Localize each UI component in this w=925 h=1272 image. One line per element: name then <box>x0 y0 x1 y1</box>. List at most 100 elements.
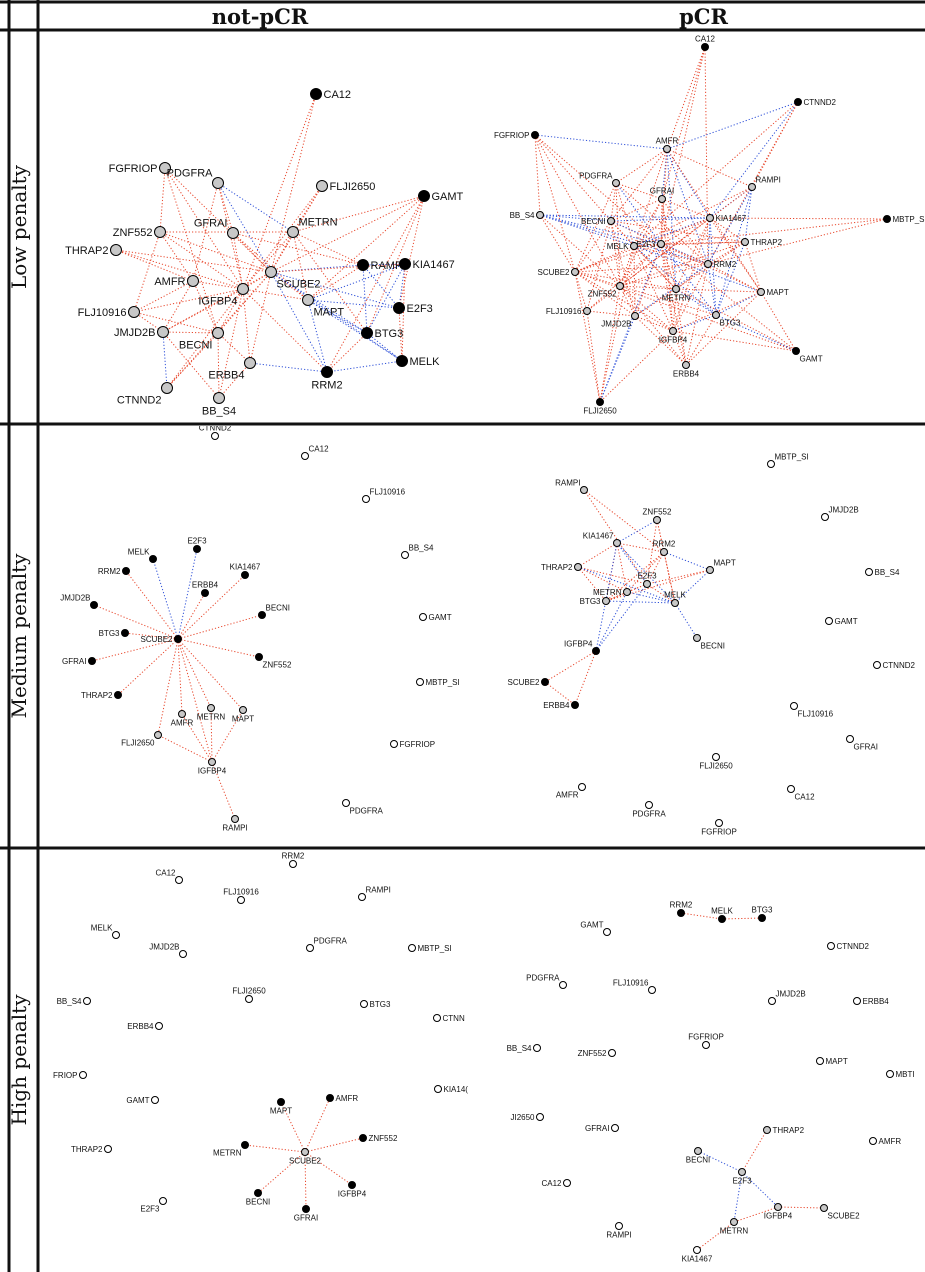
network-edge-gamt-metrn <box>292 195 425 233</box>
gene-node-flj10916 <box>362 495 370 503</box>
gene-node-ca12 <box>563 1179 571 1187</box>
network-edge-scube2-flj10916 <box>574 271 588 312</box>
gene-node-melk <box>396 355 408 367</box>
network-edge-jmjd2b-igfbp4 <box>634 315 674 332</box>
gene-node-label: JMJD2B <box>829 506 859 515</box>
gene-node-znf552 <box>359 1134 367 1142</box>
network-edge-becni-jmjd2b <box>610 220 636 317</box>
gene-node-label: GFRAI <box>294 1214 318 1223</box>
gene-node-label: FLJI2650 <box>583 407 617 416</box>
gene-node-label: SCUBE2 <box>507 678 540 687</box>
network-edge-becni-scube2 <box>574 220 612 273</box>
gene-node-label: ERBB4 <box>192 581 219 590</box>
network-edge-scube2-jmjd2b <box>162 271 272 333</box>
network-graph: CA12 CTNND2 FGFRIOP AMFR PDGFRA RAMPI GFRAI MBT… <box>494 35 925 416</box>
gene-node-metrn <box>207 704 215 712</box>
network-edge-e2f3-igfbp4 <box>741 1171 779 1208</box>
gene-node-label: THRAP2 <box>751 238 783 247</box>
network-edge-thrap2-scube2 <box>115 249 272 273</box>
gene-node-label: JMJD2B <box>776 990 806 999</box>
network-edge-igfbp4-flj10916 <box>133 288 244 313</box>
network-edge-pdgfra-metrn <box>217 182 294 233</box>
network-edge-gamt-mapt <box>307 195 425 301</box>
gene-node-mbtp_si <box>886 1070 894 1078</box>
network-edge-kia1467-igfbp4 <box>672 217 711 332</box>
network-edge-e2f3-thrap2 <box>660 241 746 245</box>
gene-node-label: RRM2 <box>670 901 693 910</box>
gene-node-scube2 <box>174 635 182 643</box>
gene-node-metrn <box>287 226 299 238</box>
gene-node-erbb4 <box>682 361 690 369</box>
network-edge-kia1467-metrn <box>616 542 628 593</box>
gene-node-label: AMFR <box>154 276 185 288</box>
network-edge-pdgfra-amfr <box>192 182 219 282</box>
gene-node-label: RAMPI <box>555 479 580 488</box>
network-edge-mbtp_si-rrm2 <box>707 218 888 265</box>
gene-node-label: MELK <box>607 242 629 251</box>
network-edge-bb_s4-rrm2 <box>539 214 709 265</box>
gene-node-kia1467 <box>706 214 714 222</box>
gene-node-label: MBTP_SI <box>426 678 460 687</box>
network-edge-fgfriop-becni <box>164 167 219 334</box>
network-edge-jmjd2b-erbb4 <box>634 315 687 366</box>
gene-node-becni <box>254 1189 262 1197</box>
network-edge-scube2-metrn <box>574 271 677 290</box>
gene-node-becni <box>693 634 701 642</box>
gene-node-label: KIA1467 <box>682 1255 713 1264</box>
gene-node-becni <box>694 1147 702 1155</box>
network-edge-bb_s4-scube2 <box>539 214 576 273</box>
gene-node-label: ZNF552 <box>263 661 292 670</box>
network-edge-melk-btg3 <box>605 600 676 604</box>
gene-node-mbtp_si <box>767 460 775 468</box>
gene-node-amfr <box>178 710 186 718</box>
gene-node-scube2 <box>820 1204 828 1212</box>
network-edge-thrap2-melk <box>577 566 676 604</box>
network-edge-amfr-jmjd2b <box>162 280 194 333</box>
gene-node-flji2650 <box>316 180 328 192</box>
gene-node-jmjd2b <box>179 950 187 958</box>
network-edge-metrn-igfbp4 <box>672 288 677 332</box>
network-edge-becni-kia1467 <box>610 217 711 222</box>
gene-node-label: METRN <box>593 588 622 597</box>
gene-node-label: GAMT <box>429 613 452 622</box>
network-edge-thrap2-amfr <box>115 249 194 282</box>
network-edge-metrn-mapt <box>292 231 309 301</box>
network-edge-scube2-gfrai <box>91 638 179 662</box>
row-header-medium-penalty: Medium penalty <box>0 424 38 848</box>
network-edge-metrn-gamt <box>675 288 797 352</box>
gene-node-label: RAMPI <box>606 1231 631 1240</box>
gene-node-label: ERBB4 <box>543 701 570 710</box>
gene-node-label: IGFBP4 <box>764 1212 793 1221</box>
gene-node-znf552 <box>608 1049 616 1057</box>
gene-node-label: ERBB4 <box>863 997 890 1006</box>
network-edge-amfr-igfbp4 <box>192 280 244 290</box>
network-edge-rampi-rrm2 <box>583 489 665 553</box>
gene-node-becni <box>258 611 266 619</box>
gene-node-label: MBTI <box>896 1070 915 1079</box>
gene-node-jmjd2b <box>768 997 776 1005</box>
gene-node-thrap2 <box>110 244 122 256</box>
gene-node-flj10916 <box>128 306 140 318</box>
network-edge-metrn-rampi <box>292 231 364 266</box>
network-edge-scube2-amfr <box>304 1097 331 1153</box>
gene-node-rampi <box>358 893 366 901</box>
gene-node-pdgfra <box>306 944 314 952</box>
network-edge-pdgfra-rrm2 <box>615 182 709 265</box>
gene-node-fgfriop <box>531 131 539 139</box>
network-edge-thrap2-e2f3 <box>741 1129 768 1173</box>
gene-node-melk <box>149 555 157 563</box>
network-edge-e2f3-mapt <box>660 243 762 293</box>
gene-node-scube2 <box>541 678 549 686</box>
network-edge-znf552-amfr <box>159 231 194 282</box>
network-edge-scube2-btg3 <box>124 632 179 640</box>
gene-node-e2f3 <box>738 1168 746 1176</box>
gene-node-label: FLJI2650 <box>232 987 266 996</box>
gene-node-bb_s4 <box>533 1044 541 1052</box>
gene-node-label: FGFRIOP <box>688 1033 724 1042</box>
gene-node-label: MAPT <box>826 1057 848 1066</box>
gene-node-label: METRN <box>720 1227 749 1236</box>
gene-node-gamt <box>603 928 611 936</box>
gene-node-flji2650 <box>245 995 253 1003</box>
network-panel-low-not-pcr: CA12 FGFRIOP PDGFRA FLJI2650 GAMT ZNF552 GFRAI… <box>40 32 482 423</box>
gene-node-thrap2 <box>574 563 582 571</box>
